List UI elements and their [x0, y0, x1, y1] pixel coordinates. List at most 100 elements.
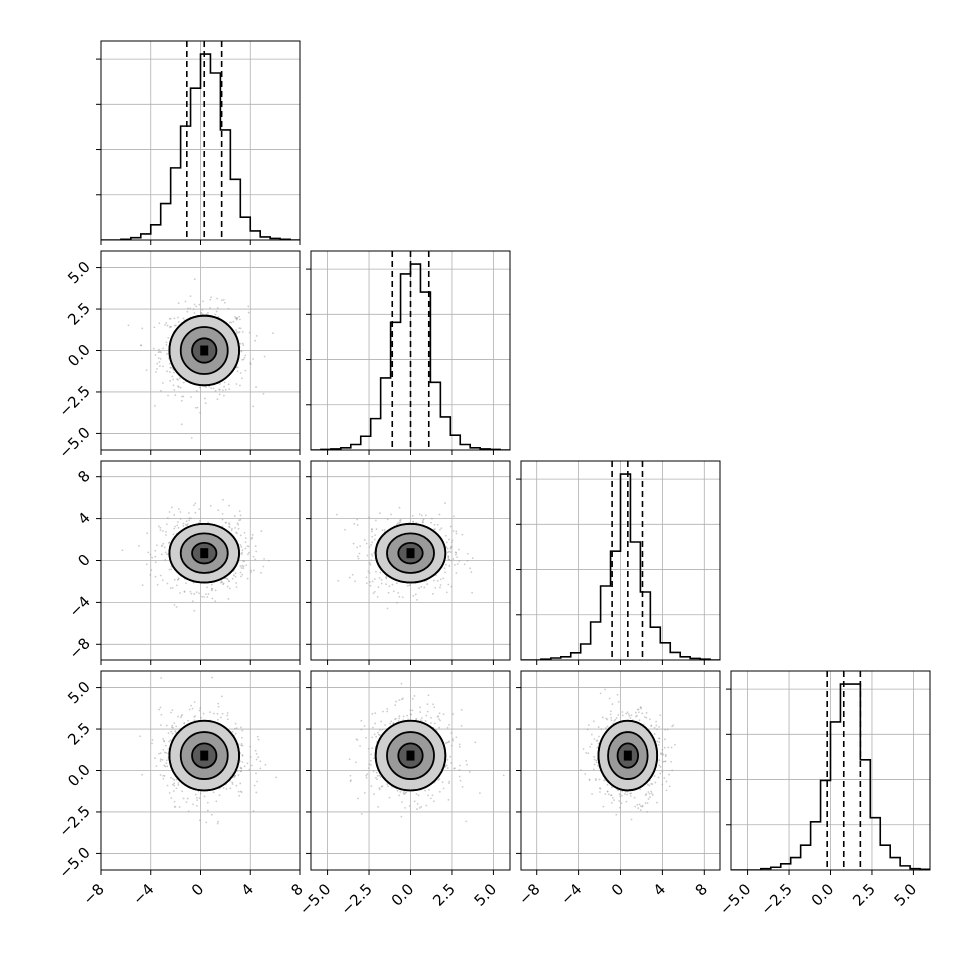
scatter-point	[247, 311, 250, 314]
scatter-point	[197, 790, 200, 793]
scatter-point	[661, 752, 664, 755]
scatter-point	[239, 534, 242, 537]
scatter-point	[442, 787, 445, 790]
scatter-point	[616, 693, 619, 696]
scatter-point	[177, 526, 180, 529]
scatter-point	[206, 801, 209, 804]
scatter-point	[373, 733, 376, 736]
scatter-point	[248, 768, 251, 771]
scatter-point	[177, 715, 179, 718]
scatter-point	[239, 342, 242, 345]
scatter-point	[422, 521, 424, 523]
scatter-point	[166, 553, 168, 556]
scatter-point	[255, 550, 258, 553]
scatter-point	[582, 748, 585, 750]
scatter-point	[619, 795, 622, 798]
scatter-point	[588, 779, 591, 781]
scatter-point	[185, 582, 187, 585]
scatter-point	[353, 522, 356, 525]
scatter-point	[190, 704, 193, 707]
scatter-point	[234, 575, 237, 578]
scatter-point	[237, 790, 240, 793]
scatter-point	[369, 759, 372, 762]
scatter-point	[188, 517, 191, 520]
scatter-point	[641, 712, 644, 715]
scatter-point	[234, 526, 236, 529]
scatter-point	[228, 587, 231, 590]
scatter-point	[671, 725, 674, 728]
scatter-point	[365, 542, 368, 545]
scatter-point	[247, 305, 250, 308]
y-tick-label: −8	[65, 634, 93, 662]
scatter-point	[228, 388, 231, 391]
x-tick-label: 2.5	[849, 880, 879, 910]
density-peak	[406, 548, 415, 559]
y-tick-label: −2.5	[55, 802, 93, 840]
scatter-point	[177, 781, 180, 784]
scatter-point	[456, 563, 459, 565]
contour-outer	[597, 719, 659, 792]
scatter-point	[367, 767, 370, 770]
scatter-point	[206, 586, 208, 589]
scatter-point	[663, 746, 666, 749]
scatter-point	[630, 792, 633, 795]
scatter-point	[226, 712, 229, 714]
scatter-point	[380, 582, 383, 585]
scatter-point	[599, 692, 602, 695]
scatter-point	[418, 513, 421, 516]
scatter-point	[182, 395, 185, 398]
scatter-point	[653, 775, 656, 777]
x-tick-label: 8	[692, 880, 711, 899]
scatter-point	[185, 801, 188, 804]
scatter-point	[195, 804, 198, 807]
scatter-point	[198, 303, 201, 306]
scatter-point	[381, 728, 384, 731]
scatter-point	[449, 547, 452, 550]
scatter-point	[368, 572, 371, 574]
scatter-point	[224, 577, 227, 580]
scatter-point	[434, 586, 437, 589]
scatter-point	[267, 559, 270, 562]
scatter-point	[335, 513, 338, 516]
scatter-point	[240, 377, 243, 380]
scatter-point	[236, 370, 239, 373]
scatter-point	[659, 772, 662, 775]
scatter-point	[655, 801, 658, 804]
scatter-point	[236, 769, 239, 772]
scatter-point	[249, 745, 252, 748]
scatter-point	[399, 521, 402, 523]
scatter-point	[216, 712, 219, 715]
scatter-point	[607, 793, 610, 796]
scatter-point	[402, 792, 405, 794]
scatter-point	[454, 767, 456, 770]
panel-3-1: −5.0 −2.5 0.0 2.5 5.0	[296, 670, 511, 919]
scatter-point	[201, 313, 204, 316]
scatter-point	[437, 715, 440, 718]
scatter-point	[459, 779, 462, 782]
scatter-point	[432, 592, 434, 595]
scatter-point	[378, 577, 381, 579]
scatter-point	[466, 763, 468, 766]
panel-1-1	[306, 250, 511, 455]
scatter-point	[611, 796, 614, 799]
scatter-point	[248, 551, 250, 554]
scatter-point	[365, 774, 368, 777]
scatter-point	[438, 513, 441, 516]
scatter-point	[420, 514, 423, 517]
scatter-point	[397, 591, 400, 594]
scatter-point	[170, 366, 173, 369]
scatter-point	[438, 726, 441, 729]
scatter-point	[439, 584, 442, 586]
scatter-point	[256, 780, 258, 783]
scatter-point	[189, 307, 192, 310]
scatter-point	[366, 554, 369, 557]
scatter-point	[445, 764, 448, 767]
scatter-point	[231, 577, 234, 580]
scatter-point	[175, 584, 178, 587]
scatter-point	[161, 553, 163, 556]
scatter-point	[172, 726, 174, 729]
scatter-point	[604, 793, 607, 795]
scatter-point	[259, 767, 262, 770]
scatter-point	[415, 718, 417, 721]
scatter-point	[175, 787, 178, 790]
